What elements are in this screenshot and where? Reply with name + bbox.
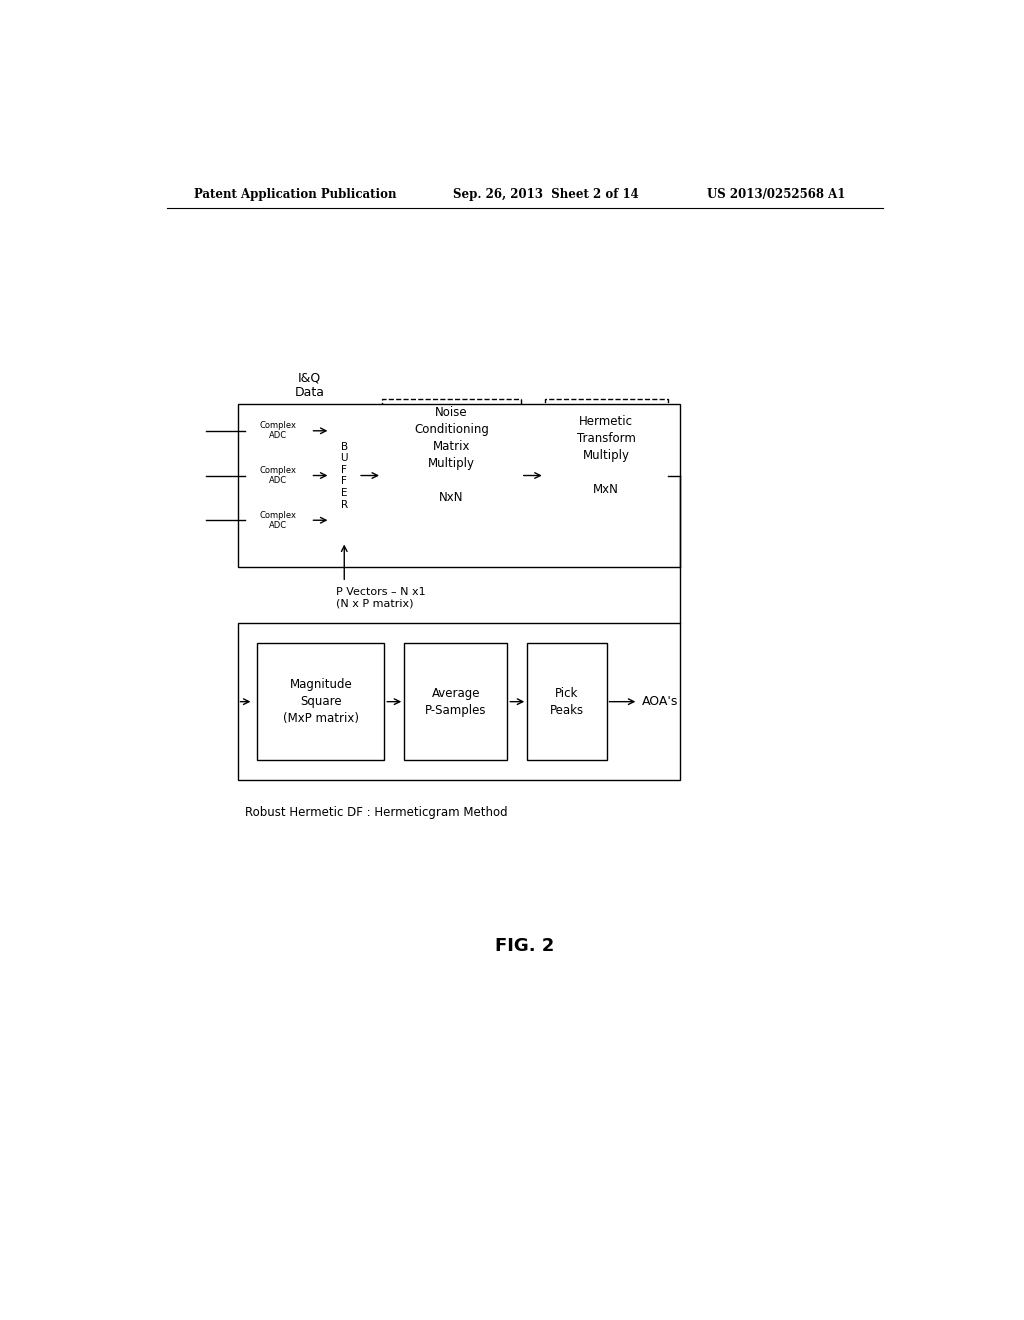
Text: Hermetic
Transform
Multiply

MxN: Hermetic Transform Multiply MxN: [577, 414, 636, 496]
Text: Magnitude
Square
(MxP matrix): Magnitude Square (MxP matrix): [283, 678, 358, 725]
Bar: [238, 623, 680, 780]
Text: Noise
Conditioning
Matrix
Multiply

NxN: Noise Conditioning Matrix Multiply NxN: [414, 407, 488, 504]
Text: Patent Application Publication: Patent Application Publication: [194, 189, 396, 202]
Text: I&Q
Data: I&Q Data: [295, 371, 325, 399]
Text: Complex
ADC: Complex ADC: [259, 511, 297, 529]
Text: B
U
F
F
E
R: B U F F E R: [341, 441, 348, 510]
Text: US 2013/0252568 A1: US 2013/0252568 A1: [708, 189, 846, 202]
Text: Complex
ADC: Complex ADC: [259, 466, 297, 486]
Text: Average
P-Samples: Average P-Samples: [425, 686, 486, 717]
Bar: [246, 414, 310, 447]
Text: Pick
Peaks: Pick Peaks: [550, 686, 584, 717]
Bar: [238, 404, 680, 568]
Bar: [331, 409, 358, 541]
Bar: [545, 399, 668, 552]
Bar: [382, 399, 521, 552]
Bar: [404, 643, 507, 760]
Bar: [527, 643, 606, 760]
Text: P Vectors – N x1
(N x P matrix): P Vectors – N x1 (N x P matrix): [336, 587, 426, 609]
Text: Sep. 26, 2013  Sheet 2 of 14: Sep. 26, 2013 Sheet 2 of 14: [454, 189, 639, 202]
Text: FIG. 2: FIG. 2: [496, 937, 554, 956]
Text: AOA's: AOA's: [642, 696, 679, 708]
Text: Complex
ADC: Complex ADC: [259, 421, 297, 441]
Bar: [246, 459, 310, 492]
Bar: [246, 504, 310, 536]
Text: Robust Hermetic DF : Hermeticgram Method: Robust Hermetic DF : Hermeticgram Method: [246, 805, 508, 818]
Bar: [257, 643, 384, 760]
